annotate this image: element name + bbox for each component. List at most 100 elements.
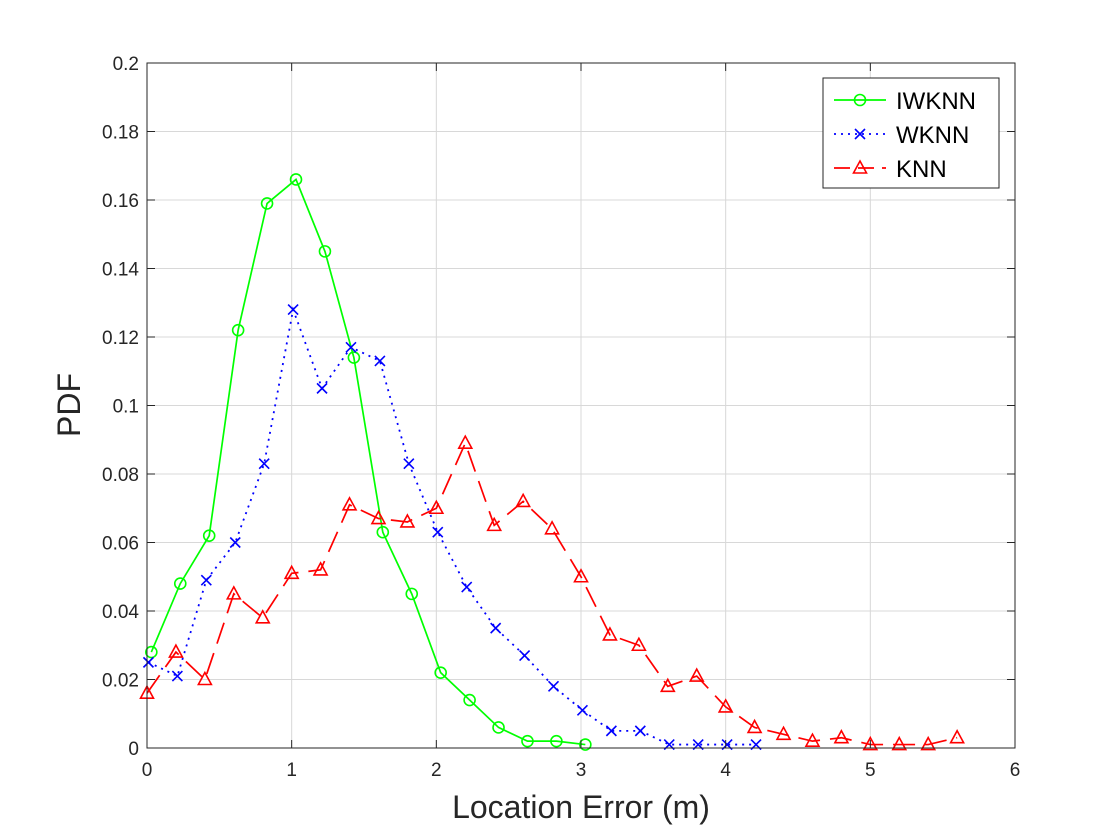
data-point-iwknn [145,645,158,659]
data-point-knn [573,568,589,583]
data-point-knn [804,732,821,747]
legend-marker [852,159,868,174]
data-point-iwknn [405,587,419,601]
data-point-knn [399,513,416,528]
y-tick-label: 0.12 [102,328,139,349]
data-point-knn [225,585,242,600]
data-point-iwknn [202,529,216,542]
data-point-iwknn [318,245,332,258]
data-point-iwknn [579,738,592,751]
y-tick-label: 0.14 [102,260,139,281]
data-point-iwknn [289,173,303,186]
data-point-iwknn [173,577,187,590]
data-point-knn [775,725,792,741]
data-point-wknn [374,355,386,367]
data-point-knn [891,735,908,751]
data-point-wknn [200,574,212,586]
series-line-iwknn [150,178,586,746]
data-point-knn [341,496,358,511]
x-tick-label: 4 [720,760,731,781]
data-point-iwknn [463,693,476,707]
x-tick-label: 0 [142,760,153,781]
data-point-knn [862,735,879,751]
legend-label: WKNN [896,122,969,149]
data-point-wknn [345,341,357,353]
data-point-knn [949,729,965,744]
data-point-iwknn [550,734,563,748]
data-point-iwknn [376,525,390,539]
x-tick-label: 3 [576,760,587,781]
series-knn [139,434,965,751]
data-point-wknn [461,581,473,593]
data-point-knn [254,609,271,624]
y-tick-label: 0.04 [102,602,139,623]
y-tick-label: 0.02 [102,671,139,692]
data-point-knn [659,677,676,693]
data-point-wknn [432,526,444,538]
data-point-knn [428,499,445,515]
data-point-knn [197,670,213,686]
data-point-wknn [519,649,531,662]
data-point-knn [920,735,937,751]
data-point-wknn [576,704,589,716]
x-tick-label: 5 [865,760,876,781]
data-point-wknn [547,680,560,692]
y-axis-label: PDF [51,373,87,437]
data-point-wknn [229,536,241,549]
data-point-wknn [316,382,328,394]
y-tick-label: 0.06 [102,534,139,555]
data-point-knn [312,561,329,576]
data-point-knn [602,626,618,641]
x-tick-label: 6 [1010,760,1021,781]
y-tick-label: 0 [128,739,139,760]
y-tick-label: 0.2 [113,54,139,75]
x-tick-label: 1 [286,760,297,781]
legend-item-iwknn: IWKNN [834,88,976,115]
data-point-wknn [142,656,155,668]
legend-marker [853,93,867,107]
series-iwknn [145,173,592,751]
data-point-knn [515,492,531,508]
data-point-iwknn [231,323,245,337]
data-point-wknn [258,458,270,470]
data-point-knn [688,667,705,682]
legend: IWKNN WKNN KNN [822,77,1000,189]
data-point-knn [717,698,734,713]
legend-box [822,77,1000,189]
data-point-knn [283,564,300,580]
data-point-iwknn [347,351,361,364]
data-point-iwknn [434,666,447,679]
data-point-knn [168,643,184,658]
y-tick-label: 0.08 [102,465,139,486]
legend-label: KNN [896,156,947,183]
legend-item-wknn: WKNN [834,122,969,149]
data-point-knn [457,434,474,449]
data-point-wknn [287,304,299,316]
legend-marker [854,128,866,140]
x-axis-label: Location Error (m) [452,789,710,825]
ticks: 0 1 2 3 4 5 6 0 0.02 0.04 0.06 0.08 0.1 0.12 0.14 0.16 0… [102,54,1020,781]
data-point-iwknn [260,197,274,210]
data-point-wknn [634,725,646,737]
data-point-knn [833,729,850,744]
series-layer [139,173,965,751]
series-line-wknn [148,306,757,746]
data-point-wknn [403,458,415,470]
x-tick-label: 2 [431,760,442,781]
legend-label: IWKNN [896,88,976,115]
data-point-wknn [490,622,502,634]
y-tick-label: 0.18 [102,123,139,144]
data-point-knn [544,520,560,535]
data-point-knn [631,636,647,652]
data-point-iwknn [521,734,534,748]
data-point-knn [746,718,763,734]
data-point-wknn [605,725,617,737]
y-tick-label: 0.1 [113,397,139,418]
data-point-iwknn [492,721,505,734]
data-point-knn [370,509,387,525]
y-tick-label: 0.16 [102,191,139,212]
data-point-wknn [171,670,183,682]
data-point-knn [486,516,503,532]
legend-item-knn: KNN [834,156,947,183]
